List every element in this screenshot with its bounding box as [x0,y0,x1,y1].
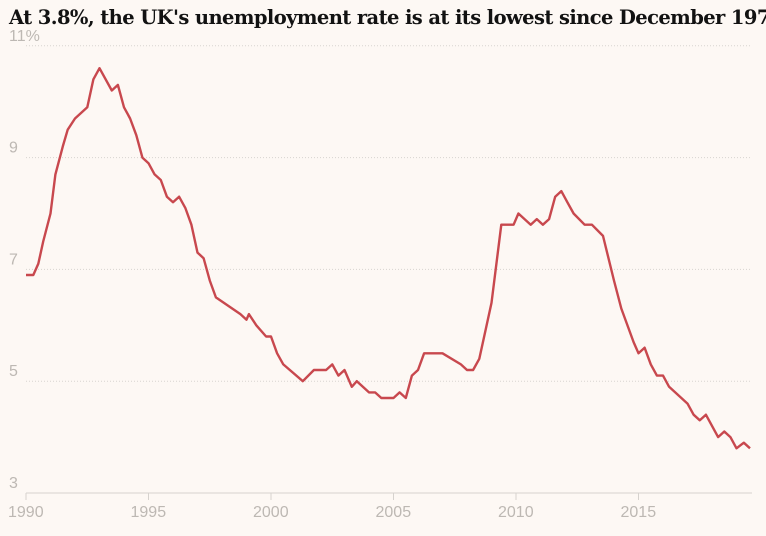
y-tick-label: 11% [9,28,40,45]
chart-title: At 3.8%, the UK's unemployment rate is a… [9,6,766,29]
y-tick-label: 3 [9,475,18,492]
x-tick-label: 2005 [376,504,412,521]
x-tick-label: 2010 [498,504,534,521]
y-tick-label: 7 [9,251,18,268]
x-tick-label: 1995 [131,504,167,521]
y-tick-label: 9 [9,140,18,157]
y-tick-label: 5 [9,363,18,380]
x-tick-label: 2015 [621,504,657,521]
x-tick-label: 1990 [8,504,44,521]
unemployment-rate-line [26,67,751,450]
x-tick-label: 2000 [253,504,289,521]
